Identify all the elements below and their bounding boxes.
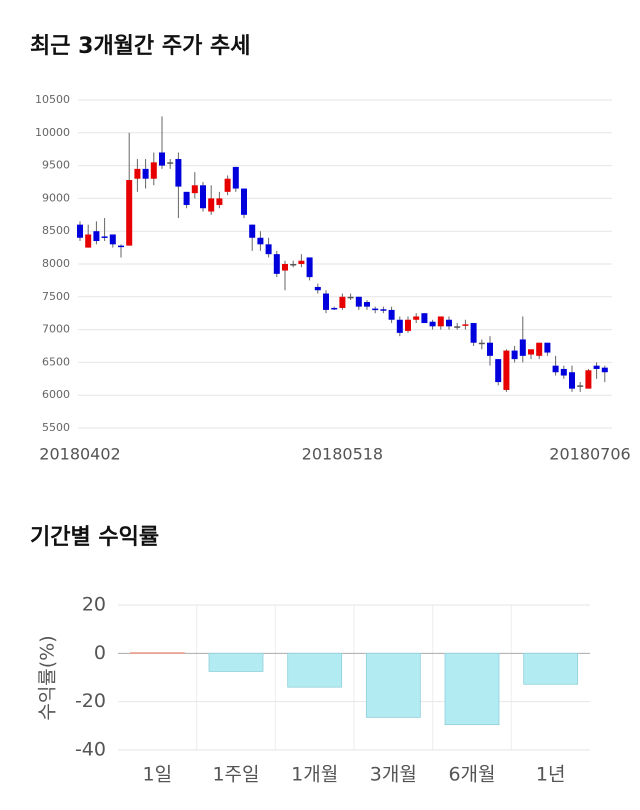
candle-body — [364, 302, 370, 307]
candle-body — [544, 342, 551, 353]
candle-body — [421, 313, 428, 324]
x-tick-label: 20180518 — [302, 445, 383, 464]
candle-body — [446, 319, 452, 327]
candle-body — [306, 257, 313, 278]
candle-body — [265, 244, 272, 255]
x-tick-label: 20180706 — [549, 445, 630, 464]
candle-body — [134, 168, 141, 179]
candle-body — [85, 234, 92, 248]
x-tick-label: 20180402 — [39, 445, 120, 464]
candle-body — [109, 234, 116, 245]
candle-body — [224, 178, 231, 192]
candle-body — [487, 342, 493, 356]
y-tick-label: 8500 — [42, 224, 70, 237]
candle-body — [462, 324, 469, 326]
x-tick-label: 1개월 — [291, 764, 338, 786]
y-tick-label: 8000 — [42, 257, 70, 270]
candle-body — [216, 198, 223, 205]
y-tick-label: 5500 — [42, 421, 70, 434]
candle-body — [150, 162, 157, 179]
y-tick-label: 9500 — [42, 159, 70, 172]
bar — [523, 652, 579, 685]
candle-body — [126, 180, 133, 246]
candle-body — [528, 349, 534, 355]
y-tick-label: 7000 — [42, 323, 70, 336]
bar — [208, 652, 264, 672]
candle-body — [577, 385, 584, 387]
candle-body — [405, 319, 411, 331]
x-tick-label: 3개월 — [370, 764, 417, 786]
x-tick-label: 1일 — [143, 764, 173, 786]
candle-body — [118, 245, 124, 248]
candle-body — [552, 365, 559, 373]
bar — [129, 652, 185, 655]
candle-body — [241, 188, 247, 215]
y-axis-label: 수익률(%) — [37, 635, 59, 720]
y-tick-label: 7500 — [42, 290, 70, 303]
candle-body — [290, 264, 297, 266]
y-tick-label: -40 — [75, 739, 106, 761]
candle-body — [593, 365, 600, 369]
candle-body — [347, 296, 354, 299]
candle-body — [249, 224, 256, 238]
candle-body — [569, 372, 575, 389]
candle-body — [454, 326, 461, 328]
candle-body — [585, 370, 592, 389]
candle-body — [470, 323, 477, 343]
candle-body — [183, 191, 190, 205]
candle-body — [519, 339, 526, 356]
y-tick-label: 6500 — [42, 355, 70, 368]
candle-body — [175, 159, 182, 187]
candle-body — [77, 224, 83, 238]
candle-body — [355, 296, 362, 307]
candle-body — [314, 286, 321, 291]
y-tick-label: 6000 — [42, 388, 70, 401]
y-tick-label: 10000 — [35, 126, 70, 139]
candle-body — [396, 319, 403, 333]
candle-body — [232, 166, 239, 189]
candle-body — [429, 321, 436, 327]
candle-body — [601, 367, 608, 373]
candle-body — [511, 350, 518, 360]
candle-body — [380, 309, 387, 311]
candle-body — [323, 293, 329, 310]
candle-body — [159, 152, 165, 166]
bar — [444, 652, 500, 726]
candle-body — [200, 185, 206, 209]
candle-body — [257, 237, 264, 245]
candle-body — [495, 359, 502, 383]
candle-body — [93, 231, 100, 242]
candle-body — [388, 309, 395, 320]
x-tick-label: 1년 — [536, 764, 566, 786]
y-tick-label: 20 — [82, 594, 106, 616]
candle-body — [331, 307, 338, 310]
x-tick-label: 6개월 — [448, 764, 495, 786]
candle-body — [282, 264, 288, 271]
candle-body — [208, 198, 215, 212]
candle-body — [437, 316, 444, 327]
candle-body — [536, 342, 543, 356]
candle-body — [560, 368, 567, 376]
y-tick-label: 0 — [94, 642, 106, 664]
bar — [365, 652, 421, 718]
candle-body — [478, 342, 485, 345]
y-tick-label: 9000 — [42, 191, 70, 204]
y-tick-label: -20 — [75, 690, 106, 712]
y-tick-label: 10500 — [35, 93, 70, 106]
candle-body — [273, 254, 280, 274]
candle-body — [372, 308, 379, 311]
candle-body — [191, 185, 198, 194]
chart-title: 최근 3개월간 주가 추세 — [30, 34, 250, 59]
chart-title: 기간별 수익률 — [30, 525, 159, 550]
candle-body — [503, 350, 510, 390]
candle-body — [339, 296, 346, 308]
x-tick-label: 1주일 — [212, 764, 259, 786]
candle-body — [413, 316, 420, 320]
candle-body — [298, 260, 305, 264]
candle-body — [101, 236, 108, 238]
candle-body — [142, 168, 149, 179]
bar — [287, 652, 343, 688]
candle-body — [167, 162, 174, 164]
